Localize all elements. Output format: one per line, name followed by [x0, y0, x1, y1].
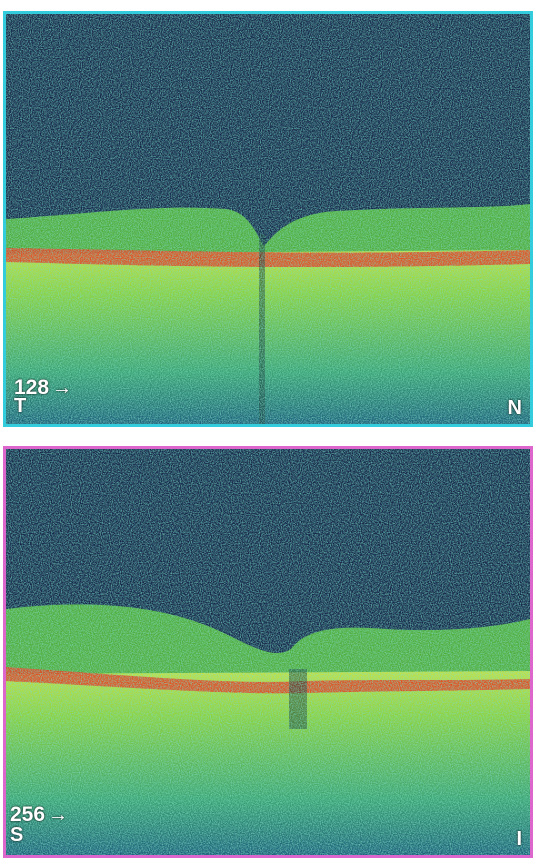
oct-scan-image-bottom — [6, 449, 530, 855]
scan-number-label-top: 128 → — [14, 376, 73, 399]
arrow-right-icon: → — [48, 804, 69, 826]
direction-label-superior: S — [10, 824, 24, 846]
direction-label-temporal: T — [14, 395, 27, 417]
oct-scan-panel-bottom: 256 → S I — [3, 446, 533, 858]
scan-number: 256 — [10, 803, 46, 826]
direction-label-nasal: N — [507, 397, 522, 419]
speckle-noise — [6, 14, 530, 424]
speckle-noise — [6, 449, 530, 855]
scan-number: 128 — [14, 376, 50, 399]
oct-scan-panel-top: 128 → T N — [3, 11, 533, 427]
arrow-right-icon: → — [52, 377, 73, 399]
direction-label-inferior: I — [516, 828, 522, 850]
oct-scan-image-top — [6, 14, 530, 424]
scan-number-label-bottom: 256 → — [10, 803, 69, 826]
